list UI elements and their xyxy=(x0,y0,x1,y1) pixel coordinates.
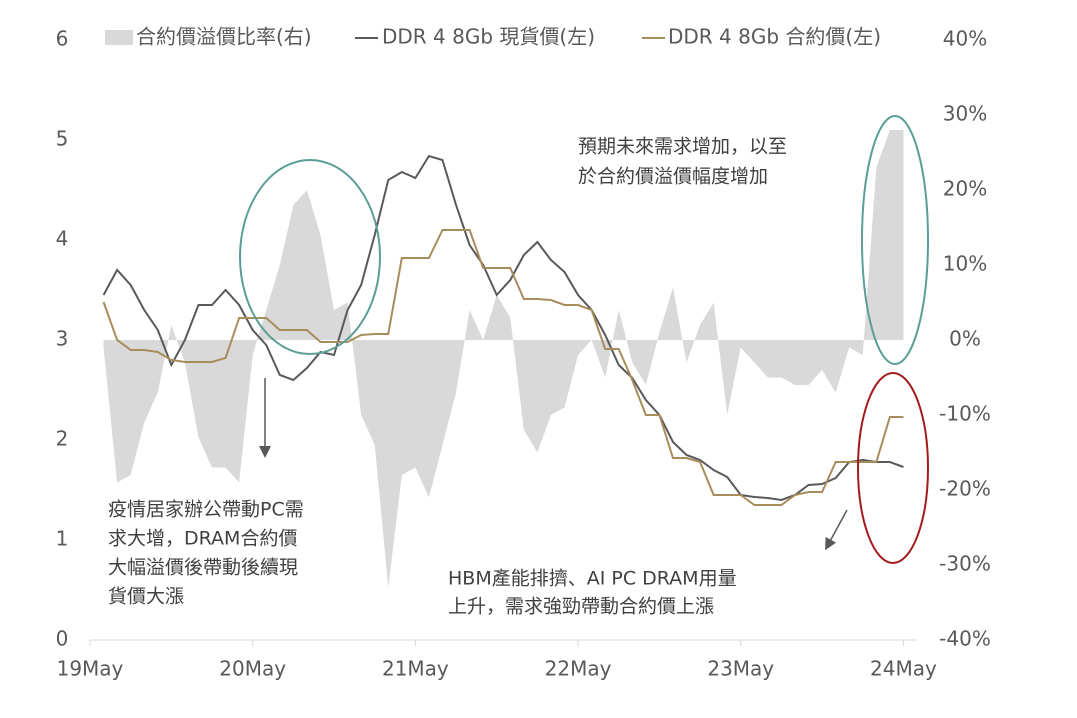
legend-label: DDR 4 8Gb 現貨價(左) xyxy=(382,25,595,49)
legend-label: DDR 4 8Gb 合約價(左) xyxy=(668,25,881,49)
x-tick-label: 20May xyxy=(219,657,286,681)
y2-tick-label: -30% xyxy=(939,552,991,576)
annotation: 求大增，DRAM合約價 xyxy=(108,528,297,550)
highlight-ellipse xyxy=(239,159,381,355)
y-tick-label: 0 xyxy=(56,627,69,651)
y2-tick-label: 30% xyxy=(943,102,987,126)
y2-tick-label: -20% xyxy=(939,477,991,501)
line xyxy=(102,229,904,506)
plot-area: 0 1 2 3 4 5 6 -40% -30% -20% -10% 0% 10% 20% 30% 40% 19M… xyxy=(56,27,991,681)
annotation: 預期未來需求增加，以至 xyxy=(578,136,787,158)
y2-tick-label: 0% xyxy=(949,327,981,351)
highlight-ellipse xyxy=(861,115,929,365)
x-tick-label: 24May xyxy=(870,657,937,681)
area xyxy=(103,130,904,588)
legend: 合約價溢價比率(右) DDR 4 8Gb 現貨價(左) DDR 4 8Gb 合約… xyxy=(105,25,881,49)
annotation: 大幅溢價後帶動後續現 xyxy=(108,557,298,579)
annotation: 疫情居家辦公帶動PC需 xyxy=(108,499,304,521)
x-tick-label: 22May xyxy=(545,657,612,681)
y-tick-label: 6 xyxy=(56,27,69,51)
y-tick-label: 5 xyxy=(56,127,69,151)
y-tick-label: 1 xyxy=(56,527,69,551)
annotation: 於合約價溢價幅度增加 xyxy=(578,166,768,188)
highlight-ellipse xyxy=(857,372,929,564)
legend-swatch xyxy=(105,30,133,45)
y-tick-label: 2 xyxy=(56,427,69,451)
legend-label: 合約價溢價比率(右) xyxy=(136,25,312,49)
annotation: HBM產能排擠、AI PC DRAM用量 xyxy=(448,568,737,590)
y2-tick-label: 10% xyxy=(943,252,987,276)
y2-tick-label: -10% xyxy=(939,402,991,426)
y2-tick-label: 20% xyxy=(943,177,987,201)
line xyxy=(102,154,904,502)
y-tick-label: 3 xyxy=(56,327,69,351)
annotation: 上升，需求強勁帶動合約價上漲 xyxy=(448,596,714,618)
y-tick-label: 4 xyxy=(56,227,69,251)
arrow xyxy=(825,509,848,551)
x-tick-label: 23May xyxy=(707,657,774,681)
annotation: 貨價大漲 xyxy=(108,586,184,608)
y2-tick-label: 40% xyxy=(943,27,987,51)
x-tick-label: 21May xyxy=(382,657,449,681)
y2-tick-label: -40% xyxy=(939,627,991,651)
x-tick-label: 19May xyxy=(57,657,124,681)
